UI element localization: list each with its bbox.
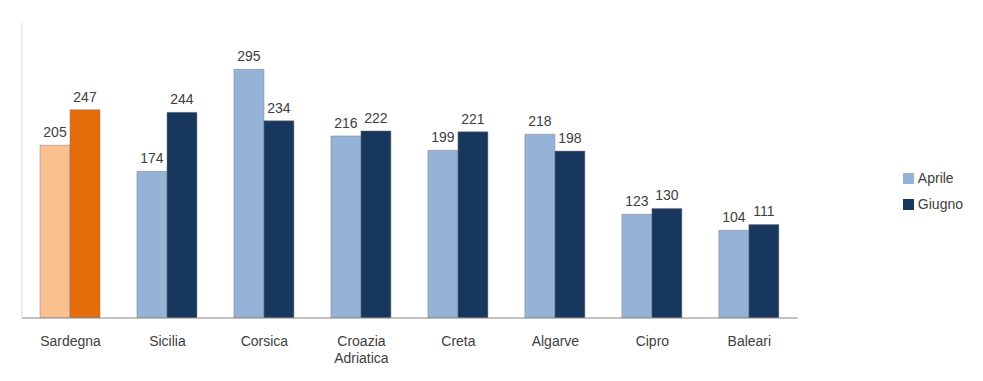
svg-text:244: 244 [170, 91, 194, 107]
svg-text:218: 218 [528, 113, 552, 129]
svg-text:104: 104 [722, 209, 746, 225]
svg-text:123: 123 [625, 193, 649, 209]
svg-text:222: 222 [364, 110, 388, 126]
svg-text:130: 130 [655, 187, 679, 203]
svg-text:Creta: Creta [441, 333, 475, 349]
svg-text:205: 205 [43, 124, 67, 140]
svg-text:234: 234 [267, 100, 291, 116]
svg-text:Algarve: Algarve [532, 333, 580, 349]
svg-text:111: 111 [753, 203, 774, 219]
svg-text:198: 198 [558, 130, 582, 146]
svg-text:199: 199 [431, 129, 455, 145]
svg-text:247: 247 [73, 89, 97, 105]
svg-text:Baleari: Baleari [728, 333, 772, 349]
svg-text:Sicilia: Sicilia [149, 333, 186, 349]
html-text:Giugno: Giugno [917, 195, 963, 212]
svg-text:216: 216 [334, 115, 358, 131]
svg-text:174: 174 [140, 150, 164, 166]
svg-text:Cipro: Cipro [636, 333, 670, 349]
svg-text:295: 295 [237, 48, 261, 64]
html-text:Aprile: Aprile [917, 169, 954, 186]
svg-text:221: 221 [461, 111, 485, 127]
svg-text:CroaziaAdriatica: CroaziaAdriatica [334, 333, 389, 366]
svg-text:Sardegna: Sardegna [40, 333, 101, 349]
svg-text:Corsica: Corsica [241, 333, 289, 349]
